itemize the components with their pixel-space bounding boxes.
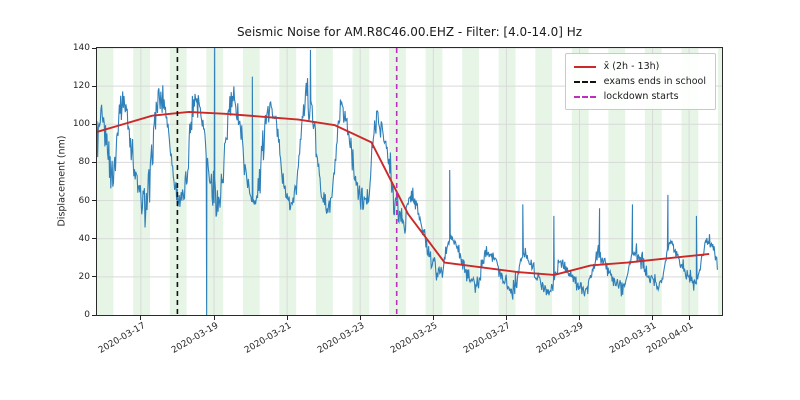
night-band (425, 48, 443, 315)
legend-row: lockdown starts (573, 89, 706, 104)
x-tick (505, 316, 507, 320)
x-tick-label-text: 2020-03-19 (169, 321, 220, 356)
x-tick (140, 316, 142, 320)
night-band (681, 48, 699, 315)
night-band (133, 48, 150, 315)
x-tick (286, 316, 288, 320)
y-tick-label: 120 (72, 81, 90, 92)
night-band (535, 48, 553, 315)
y-tick (92, 276, 96, 278)
y-tick (92, 161, 96, 163)
y-tick-label: 0 (84, 310, 90, 320)
y-tick (92, 123, 96, 125)
y-tick (92, 85, 96, 87)
legend: x̄ (2h - 13h) exams ends in school lockdow… (564, 53, 716, 110)
legend-row: exams ends in school (573, 74, 706, 89)
plot-canvas (97, 48, 722, 315)
y-tick (92, 200, 96, 202)
y-tick (92, 238, 96, 240)
y-tick-label: 80 (78, 157, 90, 168)
night-band (352, 48, 370, 315)
night-band (389, 48, 406, 315)
x-tick-label-text: 2020-03-29 (535, 321, 586, 356)
night-band (571, 48, 589, 315)
y-tick (92, 314, 96, 316)
night-band (644, 48, 662, 315)
x-tick (579, 316, 580, 320)
legend-label: x̄ (2h - 13h) (603, 61, 660, 72)
x-tick-label-text: 2020-03-17 (96, 321, 147, 356)
x-tick-label-text: 2020-03-21 (242, 321, 294, 356)
x-tick-label-text: 2020-03-27 (462, 321, 513, 356)
night-band (718, 48, 722, 315)
y-tick-label: 100 (72, 119, 90, 130)
legend-dashed-line-marker (573, 80, 596, 83)
legend-line-marker (573, 65, 596, 68)
x-tick (359, 316, 361, 320)
y-tick-label: 40 (78, 233, 90, 244)
y-tick-label: 20 (78, 271, 90, 282)
night-band (462, 48, 479, 315)
plot-area: x̄ (2h - 13h) exams ends in school lockdow… (96, 47, 723, 316)
night-band (498, 48, 516, 315)
night-band (169, 48, 187, 315)
y-tick-label: 140 (72, 43, 90, 53)
x-tick-label-text: 2020-03-23 (315, 321, 367, 356)
mean-series-path (97, 110, 710, 276)
x-tick (652, 316, 654, 320)
x-tick-label-text: 2020-03-25 (388, 321, 440, 356)
x-tick (213, 316, 215, 320)
legend-label: lockdown starts (603, 91, 679, 102)
night-band (608, 48, 626, 315)
noise-series-path (97, 48, 718, 315)
night-band (242, 48, 260, 315)
chart-title: Seismic Noise for AM.R8C46.00.EHZ - Filt… (236, 25, 583, 39)
x-tick (688, 316, 690, 320)
y-tick-label: 60 (78, 195, 90, 206)
y-axis-label: Displacement (nm) (56, 135, 68, 227)
x-tick (432, 316, 434, 320)
legend-dashed-line-marker (573, 95, 596, 98)
night-band (279, 48, 297, 315)
legend-row: x̄ (2h - 13h) (573, 59, 706, 74)
y-tick (92, 47, 96, 49)
night-band (316, 48, 333, 315)
legend-label: exams ends in school (603, 76, 706, 87)
